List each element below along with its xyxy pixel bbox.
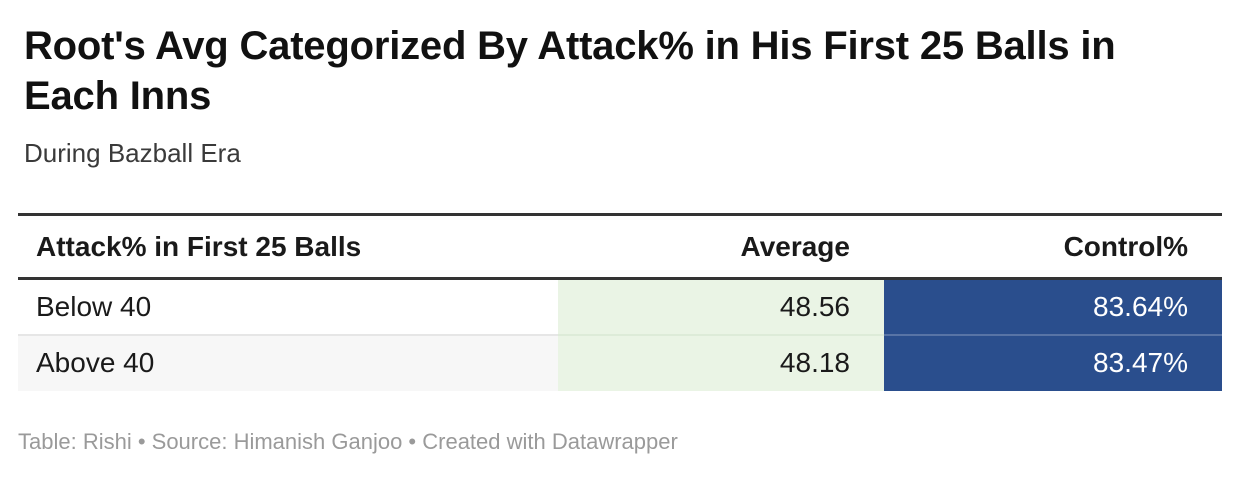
footer-attribution: Table: Rishi • Source: Himanish Ganjoo •… — [18, 428, 678, 454]
cell-category: Below 40 — [36, 290, 152, 322]
cell-average: 48.18 — [558, 333, 884, 391]
table-row: Above 40 48.18 83.47% — [18, 333, 1222, 391]
cell-control: 83.64% — [884, 278, 1222, 335]
column-header-control-pct: Control% — [884, 213, 1222, 280]
chart-container: Root's Avg Categorized By Attack% in His… — [0, 21, 1240, 482]
cell-category: Above 40 — [18, 333, 558, 391]
cell-control: 83.47% — [884, 333, 1222, 391]
data-table: Attack% in First 25 Balls Average Contro… — [18, 213, 1222, 391]
table-row: Below 40 48.56 83.64% — [18, 278, 1222, 335]
column-header-attack-pct: Attack% in First 25 Balls — [18, 213, 558, 280]
cell-average: 48.56 — [558, 278, 884, 335]
column-header-average: Average — [558, 213, 884, 280]
chart-subtitle: During Bazball Era — [24, 138, 241, 168]
table-header-row: Attack% in First 25 Balls Average Contro… — [18, 213, 1222, 280]
chart-title: Root's Avg Categorized By Attack% in His… — [24, 24, 1116, 118]
